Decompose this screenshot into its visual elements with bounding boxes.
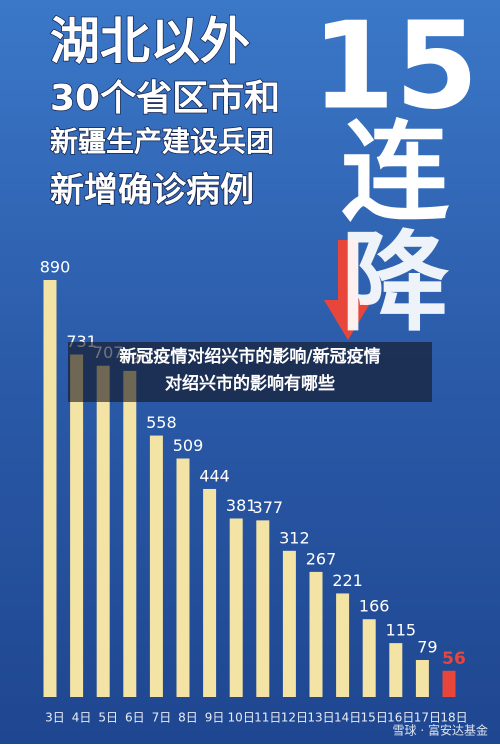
bar: [96, 365, 110, 697]
bar: [149, 435, 163, 697]
x-tick-label: 7日: [152, 711, 172, 725]
value-label: 221: [332, 571, 363, 590]
x-tick-label: 5日: [98, 711, 118, 725]
x-tick-label: 10日: [228, 711, 255, 725]
bar: [176, 458, 190, 697]
x-tick-label: 16日: [387, 711, 414, 725]
x-tick-label: 8日: [178, 711, 198, 725]
bar: [442, 670, 456, 697]
value-label: 558: [146, 413, 177, 432]
banner-bg: [68, 342, 432, 402]
bar: [123, 370, 137, 697]
value-label: 377: [253, 498, 284, 517]
title-line: 新疆生产建设兵团: [50, 125, 274, 158]
bar: [309, 571, 323, 697]
x-tick-label: 6日: [125, 711, 145, 725]
bar: [203, 488, 217, 697]
x-tick-label: 15日: [361, 711, 388, 725]
bar: [70, 354, 84, 697]
bar: [43, 280, 57, 697]
value-label: 166: [359, 597, 390, 616]
title-line: 新增确诊病例: [50, 171, 254, 211]
bar: [362, 619, 376, 697]
title-line: 30个省区市和: [50, 78, 280, 119]
x-tick-label: 13日: [307, 711, 334, 725]
down-arrow: [324, 240, 372, 340]
banner-text: 对绍兴市的影响有哪些: [165, 373, 335, 394]
value-label: 115: [386, 621, 417, 640]
value-label: 444: [199, 466, 230, 485]
x-tick-label: 14日: [334, 711, 361, 725]
chart: 湖北以外30个省区市和新疆生产建设兵团新增确诊病例15连降8903日7314日7…: [40, 0, 479, 725]
value-label: 79: [417, 637, 437, 656]
bar: [389, 643, 403, 697]
value-label: 381: [226, 496, 257, 515]
banner-text: 新冠疫情对绍兴市的影响/新冠疫情: [119, 346, 380, 367]
value-label: 509: [173, 436, 204, 455]
bar: [256, 520, 270, 697]
x-tick-label: 12日: [281, 711, 308, 725]
x-tick-label: 18日: [440, 711, 467, 725]
x-tick-label: 17日: [414, 711, 441, 725]
watermark: 雪球 · 富安达基金: [393, 723, 488, 738]
side-text: 降: [341, 221, 450, 346]
value-label: 56: [442, 649, 466, 669]
title-line: 湖北以外: [50, 13, 250, 71]
bar: [415, 659, 429, 697]
bar: [282, 550, 296, 697]
value-label: 267: [306, 549, 337, 568]
x-tick-label: 4日: [72, 711, 92, 725]
value-label: 890: [40, 258, 71, 277]
value-label: 312: [279, 528, 310, 547]
x-tick-label: 11日: [254, 711, 281, 725]
x-tick-label: 3日: [45, 711, 65, 725]
bar: [336, 593, 350, 697]
side-text: 15: [312, 0, 479, 137]
side-text: 连: [341, 111, 450, 236]
bar: [229, 518, 243, 697]
x-tick-label: 9日: [205, 711, 225, 725]
